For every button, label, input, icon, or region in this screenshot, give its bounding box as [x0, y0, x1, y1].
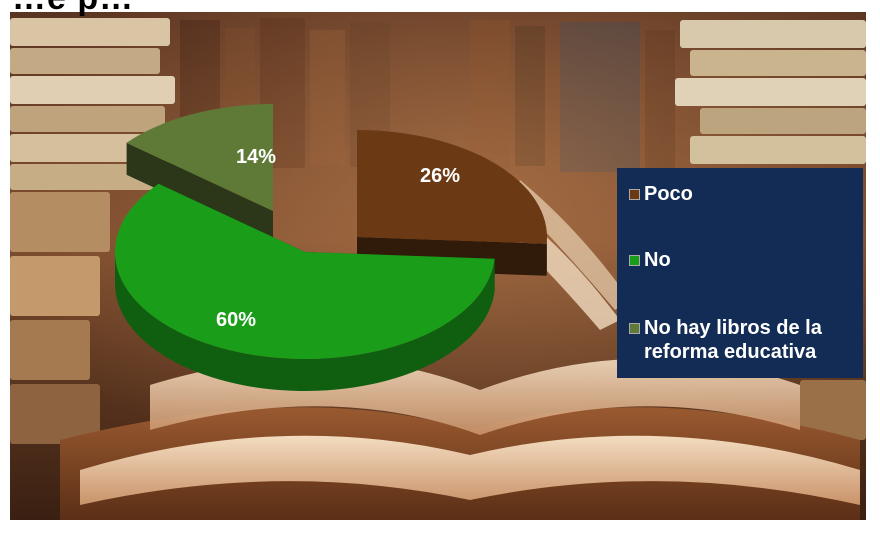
data-label-1: 60%	[216, 309, 256, 331]
pie-slice-top-1	[115, 183, 495, 359]
legend-swatch-0	[629, 189, 640, 200]
legend-item-0: Poco	[629, 182, 857, 206]
pie-slice-top-0	[357, 130, 547, 244]
legend-label-2: No hay libros de la reforma educativa	[644, 317, 822, 363]
pie-slice-0	[357, 130, 547, 276]
legend-label-1: No	[644, 249, 671, 271]
pie-slice-side-1	[115, 252, 495, 392]
pie-slice-1	[115, 183, 495, 392]
legend-item-1: No	[629, 248, 857, 272]
chart-legend: Poco No No hay libros de la reforma educat…	[617, 168, 863, 378]
slide-title-fragment: …e p…	[12, 0, 134, 18]
pie-slice-top-2	[126, 104, 274, 211]
data-label-0: 26%	[420, 165, 460, 187]
data-label-2: 14%	[236, 146, 276, 168]
legend-swatch-2	[629, 323, 640, 334]
pie-slice-wall-2-0	[126, 142, 274, 243]
pie-slice-2	[126, 104, 274, 243]
pie-chart: 26% 60% 14%	[115, 104, 547, 392]
legend-item-2: No hay libros de la reforma educativa	[629, 316, 857, 364]
legend-swatch-1	[629, 255, 640, 266]
legend-label-0: Poco	[644, 183, 693, 205]
